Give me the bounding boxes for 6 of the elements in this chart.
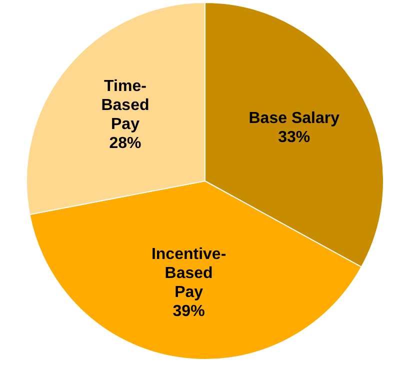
slice-label: Incentive-Based Pay bbox=[151, 246, 226, 302]
data-label: 33% bbox=[278, 129, 310, 146]
slice-label: Time-Based Pay bbox=[101, 78, 150, 133]
data-label: 28% bbox=[109, 134, 142, 152]
data-label: 39% bbox=[172, 303, 205, 320]
slice-label: Base Salary bbox=[248, 110, 340, 128]
